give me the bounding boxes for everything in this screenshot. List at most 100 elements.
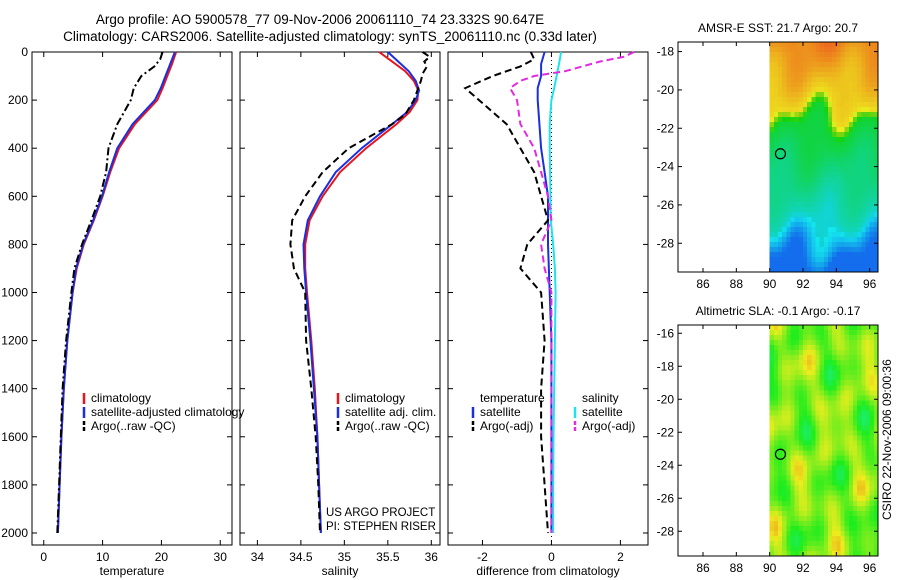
sla_map-cell <box>815 430 821 437</box>
sla_map-cell <box>807 545 812 552</box>
sst_map-cell <box>869 202 875 208</box>
sst_map-cell <box>794 202 800 208</box>
sst_map-cell <box>811 242 817 248</box>
sst_map-cell <box>769 157 775 163</box>
sla_map-cell <box>828 505 833 512</box>
sst_map-cell <box>782 57 787 63</box>
sla_map-cell <box>840 405 846 411</box>
sst_map-cell <box>823 202 829 208</box>
sla_map-cell <box>811 520 817 527</box>
sla_map-cell <box>828 395 833 401</box>
sst_map-cell <box>861 262 867 268</box>
sla_map-cell <box>865 405 871 411</box>
sla_map-cell <box>840 425 846 432</box>
sla_map-cell <box>844 475 850 482</box>
sst_map-cell <box>873 227 879 233</box>
sst_map-cell <box>848 97 854 103</box>
sla_map-cell <box>782 480 787 487</box>
sst_map-cell <box>848 82 854 88</box>
sst_map-cell <box>811 107 817 113</box>
sst_map-cell <box>840 252 846 258</box>
sla_map-cell <box>861 355 867 361</box>
sst_map-cell <box>853 147 858 153</box>
sst_map-cell <box>869 197 875 203</box>
sst_map-cell <box>782 122 787 128</box>
sla_map-cell <box>815 345 821 351</box>
sla_map-cell <box>778 520 783 527</box>
sla_map-cell <box>869 400 875 406</box>
sst_map-cell <box>807 72 812 78</box>
sla_map-cell <box>798 440 804 447</box>
sla_map-cell <box>778 355 783 361</box>
sst_map-cell <box>782 257 787 263</box>
sst_map-cell <box>840 152 846 158</box>
sla_map-cell <box>861 430 867 437</box>
sst_map-cell <box>794 217 800 223</box>
sst_map-cell <box>823 42 829 48</box>
sla_map-cell <box>811 395 817 401</box>
sst_map-cell <box>819 47 825 53</box>
sla_map-cell <box>815 410 821 416</box>
sla_map-cell <box>853 530 858 537</box>
sst_map-cell <box>803 112 808 118</box>
sst_map-cell <box>844 207 850 213</box>
sla_map-cell <box>798 495 804 502</box>
sla_map-cell <box>853 540 858 547</box>
sla_map-cell <box>823 470 829 477</box>
sst_map-cell <box>773 142 779 148</box>
sla_map-cell <box>840 360 846 366</box>
sla_map-cell <box>853 400 858 406</box>
sla_map-cell <box>832 480 837 487</box>
sla_map-cell <box>807 480 812 487</box>
sst_map-cell <box>844 162 850 168</box>
sla_map-cell <box>807 535 812 542</box>
sla_map-cell <box>844 350 850 356</box>
sst_map-cell <box>828 72 833 78</box>
sla_map-cell <box>769 330 775 336</box>
sla_map-cell <box>782 385 787 391</box>
sst_map-cell <box>869 107 875 113</box>
sla_map-cell <box>836 425 842 432</box>
sla_map-cell <box>773 480 779 487</box>
sst_map-cell <box>823 47 829 53</box>
sla_map-cell <box>853 545 858 552</box>
sst_map-cell <box>836 192 842 198</box>
sla_map-cell <box>873 370 879 376</box>
sla_map-cell <box>840 440 846 447</box>
sst_map-cell <box>828 157 833 163</box>
sst_map-cell <box>798 242 804 248</box>
sst_map-cell <box>807 262 812 268</box>
sla_map-cell <box>790 525 796 532</box>
sla_map-cell <box>786 520 792 527</box>
sst_map-cell <box>853 222 858 228</box>
sst_map-cell <box>819 207 825 213</box>
sla_map-cell <box>844 410 850 416</box>
sla_map-cell <box>861 485 867 492</box>
sst_map-cell <box>773 232 779 238</box>
sla_map-cell <box>853 350 858 356</box>
salinity-annotation-pi: PI: STEPHEN RISER <box>326 521 436 533</box>
sst_map-cell <box>778 42 783 48</box>
sst_map-cell <box>798 197 804 203</box>
sla_map-cell <box>798 345 804 351</box>
sla_map-cell <box>803 450 808 457</box>
sla_map-cell <box>811 370 817 376</box>
sst_map-cell <box>861 187 867 193</box>
sla_map-cell <box>769 420 775 427</box>
sst_map-cell <box>848 42 854 48</box>
sst_map-cell <box>823 207 829 213</box>
sst_map-cell <box>819 97 825 103</box>
sla_map-cell <box>811 530 817 537</box>
sla_map-cell <box>782 520 787 527</box>
sst_map-cell <box>794 162 800 168</box>
sla_map-cell <box>861 370 867 376</box>
sla_map-cell <box>790 380 796 386</box>
sla_map-cell <box>778 440 783 447</box>
sst_map-cell <box>853 247 858 253</box>
sst_map-cell <box>803 97 808 103</box>
sla_map-cell <box>807 510 812 517</box>
sla_map-cell <box>857 420 862 427</box>
sst_map-cell <box>811 157 817 163</box>
sst_map-cell <box>807 142 812 148</box>
sla_map-cell <box>823 395 829 401</box>
